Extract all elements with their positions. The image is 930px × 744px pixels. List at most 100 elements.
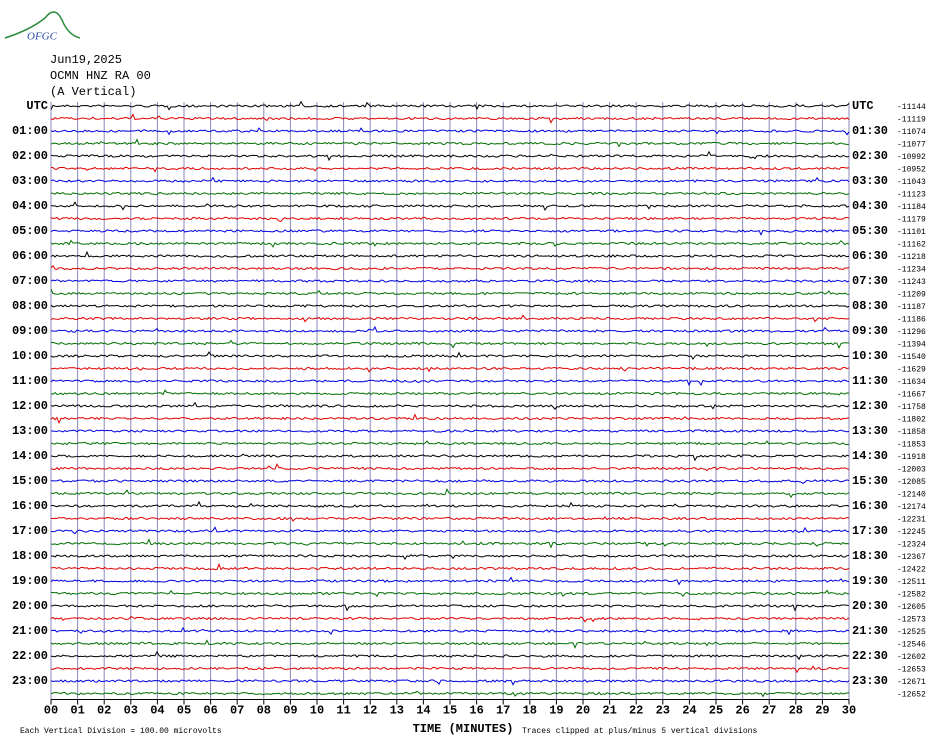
row-offset: -10952 — [897, 166, 926, 175]
row-offset: -11179 — [897, 216, 926, 225]
x-tick-label: 01 — [70, 704, 84, 718]
x-tick-label: 17 — [496, 704, 510, 718]
trace — [50, 563, 850, 571]
x-axis-title: TIME (MINUTES) — [413, 722, 514, 736]
row-end-label: 09:30 — [852, 324, 888, 338]
logo-curve — [4, 11, 81, 39]
x-tick-label: 21 — [602, 704, 616, 718]
x-tick-label: 16 — [469, 704, 483, 718]
x-tick-label: 04 — [150, 704, 164, 718]
row-offset: -11296 — [897, 328, 926, 337]
x-tick-label: 10 — [310, 704, 324, 718]
row-offset: -12245 — [897, 528, 926, 537]
row-offset: -11187 — [897, 303, 926, 312]
trace — [50, 127, 850, 136]
trace — [50, 314, 850, 323]
row-offset: -12525 — [897, 628, 926, 637]
row-start-label: 22:00 — [12, 649, 48, 663]
row-start-label: 04:00 — [12, 199, 48, 213]
row-start-label: 09:00 — [12, 324, 48, 338]
x-tick-label: 30 — [842, 704, 856, 718]
row-offset: -12573 — [897, 616, 926, 625]
row-start-label: 13:00 — [12, 424, 48, 438]
row-offset: -12003 — [897, 466, 926, 475]
row-offset: -12367 — [897, 553, 926, 562]
trace — [50, 304, 850, 308]
row-offset: -11802 — [897, 416, 926, 425]
row-end-label: 07:30 — [852, 274, 888, 288]
trace — [50, 325, 850, 333]
row-start-label: 21:00 — [12, 624, 48, 638]
header-date: Jun19,2025 — [50, 53, 122, 67]
row-end-label: 18:30 — [852, 549, 888, 563]
trace — [51, 516, 850, 522]
row-offset: -11043 — [897, 178, 926, 187]
trace — [50, 366, 850, 373]
row-end-label: 11:30 — [852, 374, 888, 388]
row-offset: -11101 — [897, 228, 926, 237]
trace — [50, 401, 850, 410]
row-end-label: 22:30 — [852, 649, 888, 663]
header-station: OCMN HNZ RA 00 — [50, 69, 151, 83]
row-start-label: 06:00 — [12, 249, 48, 263]
trace — [50, 250, 850, 258]
row-offset: -11074 — [897, 128, 926, 137]
row-end-label: 03:30 — [852, 174, 888, 188]
row-start-label: 16:00 — [12, 499, 48, 513]
row-start-label: 08:00 — [12, 299, 48, 313]
row-offset: -12671 — [897, 678, 926, 687]
trace — [50, 389, 850, 396]
trace — [50, 479, 850, 484]
row-offset: -11634 — [897, 378, 926, 387]
row-offset: -11184 — [897, 203, 926, 212]
trace — [50, 453, 850, 462]
row-start-label: 19:00 — [12, 574, 48, 588]
row-end-label: 01:30 — [852, 124, 888, 138]
x-tick-label: 07 — [230, 704, 244, 718]
row-offset: -11077 — [897, 141, 926, 150]
row-start-label: 20:00 — [12, 599, 48, 613]
row-offset: -12582 — [897, 591, 926, 600]
trace — [50, 526, 850, 535]
trace — [50, 650, 850, 661]
row-offset: -12653 — [897, 666, 926, 675]
trace — [50, 379, 850, 387]
trace — [50, 639, 850, 649]
trace — [50, 100, 850, 111]
trace — [51, 500, 850, 508]
row-offset: -11234 — [897, 266, 926, 275]
row-offset: -11243 — [897, 278, 926, 287]
x-tick-label: 05 — [177, 704, 191, 718]
x-tick-label: 06 — [203, 704, 217, 718]
row-end-label: 14:30 — [852, 449, 888, 463]
trace — [50, 279, 850, 283]
x-tick-label: 29 — [815, 704, 829, 718]
row-start-label: 10:00 — [12, 349, 48, 363]
trace — [50, 216, 850, 223]
row-start-label: 02:00 — [12, 149, 48, 163]
row-end-label: 10:30 — [852, 349, 888, 363]
x-tick-label: 15 — [443, 704, 457, 718]
x-tick-label: 14 — [416, 704, 430, 718]
x-tick-label: 11 — [336, 704, 350, 718]
trace — [50, 615, 850, 623]
trace — [50, 690, 850, 698]
row-offset: -11918 — [897, 453, 926, 462]
trace — [50, 288, 850, 296]
row-offset: -12085 — [897, 478, 926, 487]
x-tick-label: 09 — [283, 704, 297, 718]
row-offset: -11218 — [897, 253, 926, 262]
x-tick-label: 18 — [523, 704, 537, 718]
row-end-label: 17:30 — [852, 524, 888, 538]
row-offset: -11629 — [897, 366, 926, 375]
trace — [50, 351, 850, 360]
trace — [50, 191, 850, 196]
row-end-label: 06:30 — [852, 249, 888, 263]
trace — [50, 554, 850, 561]
row-end-label: 02:30 — [852, 149, 888, 163]
x-tick-label: 22 — [629, 704, 643, 718]
x-tick-label: 02 — [97, 704, 111, 718]
trace — [51, 589, 850, 598]
trace — [50, 440, 850, 446]
